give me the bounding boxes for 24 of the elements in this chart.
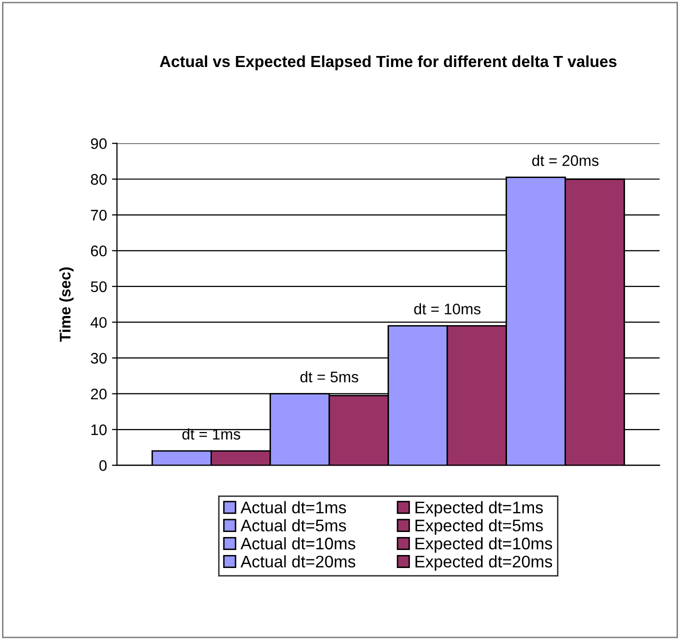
y-tick-label: 20 (91, 388, 107, 400)
chart-title: Actual vs Expected Elapsed Time for different delta T values (160, 55, 617, 70)
y-tick-label: 70 (91, 210, 107, 221)
legend-label: Actual dt=10ms (240, 537, 356, 550)
y-tick-label: 10 (91, 424, 107, 436)
y-tick-label: 80 (90, 174, 107, 185)
y-axis-title: Time (sec) (59, 267, 74, 342)
y-tick-label: 40 (90, 317, 107, 328)
legend-label: Expected dt=1ms (416, 501, 543, 517)
annotation: dt = 20ms (532, 154, 599, 166)
legend-label: Expected dt=5ms (416, 519, 543, 535)
annotation: dt = 1ms (182, 428, 240, 440)
y-tick-label: 50 (90, 281, 107, 292)
legend-label: Expected dt=20ms (416, 555, 552, 571)
y-tick-label: 90 (90, 138, 107, 150)
legend-label: Actual dt=1ms (240, 501, 346, 514)
legend-label: Expected dt=10ms (416, 537, 552, 553)
annotation: dt = 5ms (300, 371, 358, 382)
annotation: dt = 10ms (414, 303, 480, 314)
y-tick-label: 0 (99, 460, 107, 471)
y-tick-label: 60 (91, 246, 107, 256)
legend-label: Actual dt=5ms (240, 519, 346, 532)
y-tick-label: 30 (90, 352, 107, 364)
legend-label: Actual dt=20ms (240, 555, 356, 568)
